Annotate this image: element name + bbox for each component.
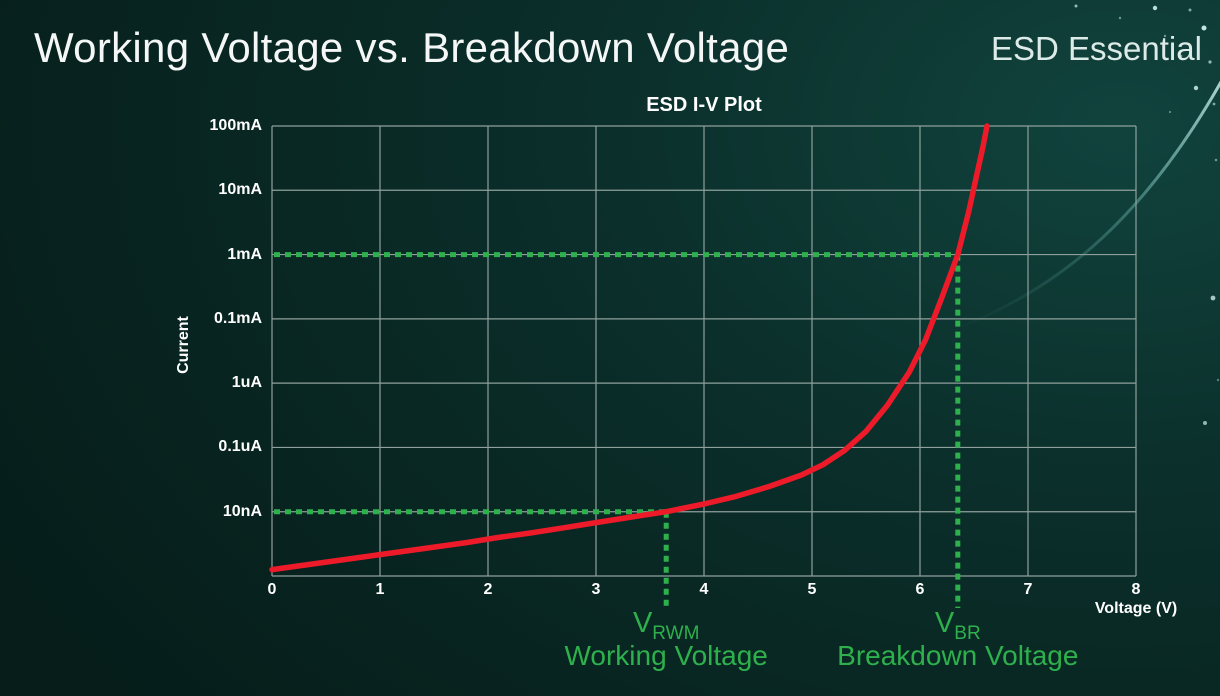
x-tick-label: 6	[915, 581, 925, 598]
y-tick-label: 1uA	[231, 374, 262, 392]
chart-title: ESD I-V Plot	[646, 94, 762, 116]
working-voltage-symbol: VRWM	[633, 607, 699, 645]
brand-text: ESD Essential	[991, 30, 1202, 67]
y-tick-label: 100mA	[209, 117, 262, 134]
page-title: Working Voltage vs. Breakdown Voltage	[34, 24, 790, 71]
working-voltage-letter: V	[632, 607, 653, 639]
breakdown-voltage-letter: V	[934, 607, 955, 639]
y-tick-label: 0.1uA	[218, 438, 262, 456]
x-tick-label: 8	[1131, 581, 1141, 598]
sparkle-dots	[1074, 4, 1220, 425]
working-voltage-subscript: RWM	[652, 622, 700, 644]
y-tick-label: 10mA	[218, 181, 262, 199]
x-tick-label: 0	[267, 581, 277, 598]
x-tick-label: 2	[483, 581, 493, 598]
working-voltage-label: Working Voltage	[564, 640, 768, 671]
y-tick-label: 0.1mA	[213, 309, 262, 327]
y-tick-label: 10nA	[222, 502, 262, 520]
x-tick-label: 4	[699, 581, 709, 598]
iv-curve	[269, 123, 990, 573]
x-tick-label: 7	[1023, 581, 1033, 598]
x-axis-label: Voltage (V)	[1094, 600, 1178, 617]
breakdown-voltage-subscript: BR	[954, 622, 981, 644]
y-tick-label: 1mA	[227, 245, 262, 263]
x-tick-label: 5	[807, 581, 817, 598]
breakdown-voltage-symbol: VBR	[935, 607, 981, 645]
decor-light-streak	[951, 80, 1220, 332]
x-tick-label: 3	[591, 581, 601, 598]
x-tick-label: 1	[375, 581, 385, 598]
breakdown-voltage-label: Breakdown Voltage	[837, 640, 1079, 671]
